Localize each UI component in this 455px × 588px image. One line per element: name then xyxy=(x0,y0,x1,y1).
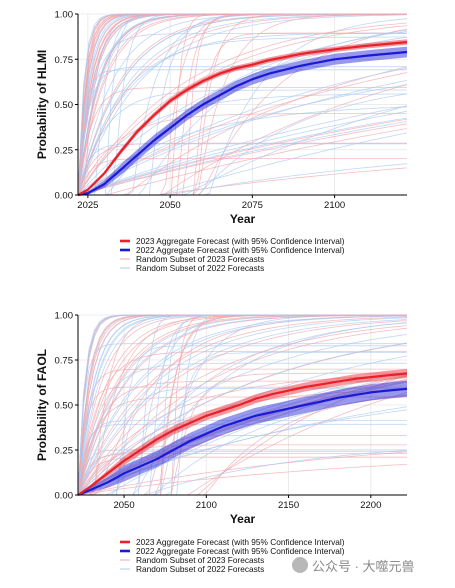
subset-curve-2023 xyxy=(77,444,407,496)
y-tick-label: 0.25 xyxy=(55,446,74,457)
legend-label: Random Subset of 2023 Forecasts xyxy=(136,254,264,264)
x-tick-label: 2050 xyxy=(160,200,181,211)
x-axis-title: Year xyxy=(230,512,256,526)
subset-curve-2022 xyxy=(77,380,408,496)
subset-curve-2022 xyxy=(77,315,408,496)
subset-curve-2023 xyxy=(77,380,407,496)
subset-curve-2022 xyxy=(77,449,407,496)
subset-curve-2023 xyxy=(77,378,408,496)
y-tick-label: 0.75 xyxy=(55,55,74,66)
x-tick-label: 2025 xyxy=(77,200,98,211)
subset-curve-2023 xyxy=(77,386,407,496)
y-tick-label: 0.00 xyxy=(55,491,74,502)
y-tick-label: 0.25 xyxy=(55,145,74,156)
aggregate-line-2022 xyxy=(77,50,408,197)
x-tick-label: 2100 xyxy=(324,200,345,211)
legend-label: 2022 Aggregate Forecast (with 95% Confid… xyxy=(136,245,345,255)
aggregate-line-2023 xyxy=(77,372,408,496)
subset-curve-2022 xyxy=(77,371,408,496)
subset-curve-2022 xyxy=(77,334,408,496)
y-tick-label: 1.00 xyxy=(55,10,74,21)
subset-curve-2022 xyxy=(77,36,407,196)
subset-curve-2023 xyxy=(77,118,408,196)
legend-label: 2022 Aggregate Forecast (with 95% Confid… xyxy=(136,546,345,556)
subset-curve-2023 xyxy=(77,314,407,496)
subset-curve-2022 xyxy=(77,67,408,196)
x-axis-title: Year xyxy=(230,212,256,226)
subset-curve-2023 xyxy=(77,325,408,496)
y-tick-label: 0.00 xyxy=(55,191,74,202)
subset-curve-2023 xyxy=(78,327,408,496)
subset-curve-2022 xyxy=(77,143,407,196)
chart-panel-1: 0.00 0.25 0.50 0.75 1.00 2025 2050 2075 2100 Year… xyxy=(35,10,408,273)
subset-curve-2023 xyxy=(77,320,408,496)
subset-curve-2023 xyxy=(77,72,408,196)
subset-curve-2023 xyxy=(77,316,408,496)
y-tick-label: 1.00 xyxy=(55,311,74,322)
subset-curve-2022 xyxy=(77,84,408,196)
y-tick-label: 0.50 xyxy=(55,401,74,412)
subset-curve-2022 xyxy=(77,342,408,496)
legend-label: Random Subset of 2022 Forecasts xyxy=(136,263,264,273)
x-tick-label: 2075 xyxy=(242,200,263,211)
ci-band-2022 xyxy=(78,46,407,195)
subset-curve-2022 xyxy=(77,106,408,196)
y-tick-label: 0.75 xyxy=(55,356,74,367)
subset-curve-2022 xyxy=(77,14,408,196)
wechat-icon xyxy=(292,557,308,573)
x-tick-label: 2150 xyxy=(278,500,299,511)
watermark-text: 公众号 · 大噬元兽 xyxy=(312,558,415,574)
subset-curve-2023 xyxy=(77,456,407,496)
subset-curve-2023 xyxy=(77,22,408,196)
subset-curve-2022 xyxy=(78,322,408,496)
y-tick-label: 0.50 xyxy=(55,100,74,111)
subset-curve-2022 xyxy=(77,317,408,496)
subset-curve-2022 xyxy=(77,117,408,196)
x-tick-label: 2050 xyxy=(113,500,134,511)
subset-curve-2023 xyxy=(77,13,407,196)
x-tick-label: 2200 xyxy=(360,500,381,511)
subset-curve-2022 xyxy=(78,345,407,496)
subset-curve-2023 xyxy=(77,87,407,196)
legend-label: 2023 Aggregate Forecast (with 95% Confid… xyxy=(136,236,345,246)
aggregate-line-2022 xyxy=(77,387,408,497)
subset-curve-2022 xyxy=(77,121,408,196)
x-tick-label: 2100 xyxy=(196,500,217,511)
legend: 2023 Aggregate Forecast (with 95% Confid… xyxy=(120,236,345,273)
y-axis-title: Probability of HLMI xyxy=(35,50,49,159)
y-axis-title: Probability of FAOL xyxy=(35,349,49,461)
subset-curve-2022 xyxy=(77,451,407,496)
subset-curve-2022 xyxy=(77,110,408,196)
subset-curve-2023 xyxy=(77,25,408,196)
subset-curve-2022 xyxy=(77,89,407,196)
subset-curve-2023 xyxy=(77,451,408,496)
subset-curve-2022 xyxy=(77,80,408,196)
subset-curve-2022 xyxy=(77,343,407,496)
subset-curve-2023 xyxy=(77,113,407,196)
subset-curve-2023 xyxy=(77,464,408,496)
legend: 2023 Aggregate Forecast (with 95% Confid… xyxy=(120,537,345,574)
subset-curve-2023 xyxy=(78,128,408,196)
chart-panel-2: 0.00 0.25 0.50 0.75 1.00 2050 2100 2150 2200 Year… xyxy=(35,311,408,574)
aggregate-line-2023 xyxy=(77,41,408,196)
subset-curve-2023 xyxy=(77,375,408,496)
subset-curve-2022 xyxy=(77,105,408,196)
subset-curve-2022 xyxy=(77,69,407,196)
legend-label: 2023 Aggregate Forecast (with 95% Confid… xyxy=(136,537,345,547)
subset-curve-2023 xyxy=(77,351,407,496)
subset-curve-2023 xyxy=(78,84,408,196)
legend-label: Random Subset of 2023 Forecasts xyxy=(136,555,264,565)
legend-label: Random Subset of 2022 Forecasts xyxy=(136,564,264,574)
watermark: 公众号 · 大噬元兽 xyxy=(292,554,452,576)
subset-curve-2023 xyxy=(77,368,407,496)
subset-curve-2022 xyxy=(77,33,407,196)
